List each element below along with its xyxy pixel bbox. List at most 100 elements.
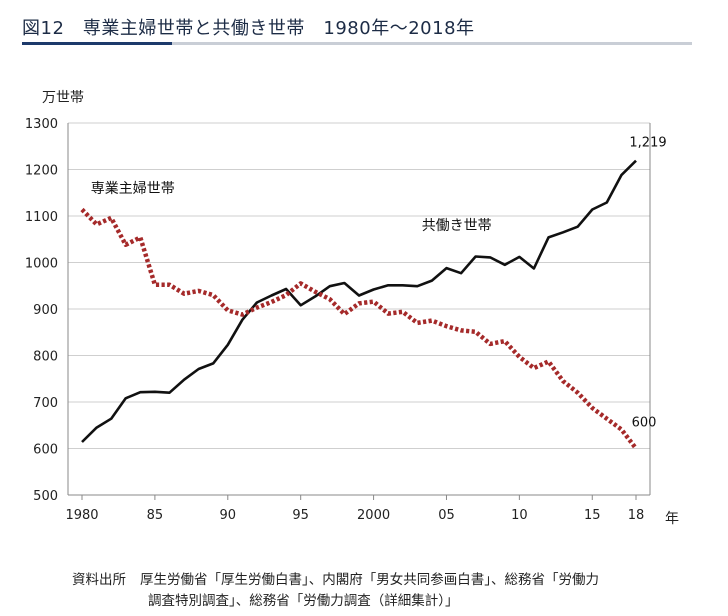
dual-income-point [474,255,476,257]
dual-income-point [402,284,404,286]
y-tick-label: 1100 [25,210,58,225]
housewife-point [358,302,360,304]
dual-income-point [110,418,112,420]
housewife-series-label: 専業主婦世帯 [91,180,175,197]
housewife-point [460,329,462,331]
dual-income-line [81,159,637,443]
y-tick-label: 1200 [25,164,58,179]
dual-income-point [212,362,214,364]
source-line-2: 調査特別調査」、総務省「労働力調査（詳細集計）」 [148,593,459,609]
housewife-point [547,360,549,362]
dual-income-point [183,378,185,380]
source-note: 資料出所 厚生労働省「厚生労働白書」、内閣府「男女共同参画白書」、総務省「労働力 … [72,570,712,612]
title-rule-accent [22,42,172,45]
figure-title: 図12 専業主婦世帯と共働き世帯 1980年～2018年 [22,18,475,39]
x-tick-label: 85 [147,508,164,523]
dual-income-point [314,295,316,297]
housewife-point [95,223,97,225]
dual-income-point [460,272,462,274]
dual-income-point [358,294,360,296]
dual-income-point [139,391,141,393]
housewife-point [212,294,214,296]
housewife-point [227,309,229,311]
housewife-point [256,306,258,308]
dual-income-end-value: 1,219 [629,136,666,151]
housewife-point [241,313,243,315]
x-tick-label: 1980 [65,508,98,523]
dual-income-point [197,368,199,370]
housewife-point [474,331,476,333]
housewife-point [431,319,433,321]
y-tick-label: 700 [33,396,58,411]
housewife-point [285,294,287,296]
housewife-point [168,284,170,286]
figure-header: 図12 専業主婦世帯と共働き世帯 1980年～2018年 [22,8,692,48]
dual-income-point [343,282,345,284]
y-tick-label: 1000 [25,257,58,272]
housewife-point [402,311,404,313]
dual-income-point [547,236,549,238]
dual-income-point [256,301,258,303]
x-tick-label: 2000 [357,508,390,523]
housewife-point [343,313,345,315]
y-tick-label: 500 [33,489,58,504]
y-tick-label: 600 [33,443,58,458]
housewife-point [620,428,622,430]
dual-income-point [372,288,374,290]
housewife-end-value: 600 [632,416,657,431]
dual-income-point [504,264,506,266]
housewife-point [416,322,418,324]
x-axis-label: 年 [665,511,679,527]
dual-income-point [387,284,389,286]
dual-income-point [168,392,170,394]
dual-income-point [95,426,97,428]
dual-income-series-label: 共働き世帯 [422,218,492,234]
dual-income-point [620,174,622,176]
housewife-point [635,447,637,449]
housewife-point [329,298,331,300]
housewife-point [110,217,112,219]
housewife-line [80,207,638,450]
dual-income-point [285,288,287,290]
dual-income-point [576,225,578,227]
housewife-point [372,300,374,302]
housewife-point [489,343,491,345]
source-label: 資料出所 [72,572,126,588]
housewife-point [591,407,593,409]
housewife-point [606,418,608,420]
dual-income-point [606,201,608,203]
dual-income-point [125,397,127,399]
housewife-point [299,282,301,284]
dual-income-point [431,279,433,281]
x-tick-label: 05 [438,508,455,523]
dual-income-point [489,256,491,258]
title-rule [22,42,692,45]
housewife-point [533,367,535,369]
housewife-point [81,208,83,210]
dual-income-point [591,208,593,210]
housewife-point [139,236,141,238]
housewife-point [576,392,578,394]
dual-income-point [154,391,156,393]
housewife-point [504,340,506,342]
dual-income-point [81,441,83,443]
housewife-point [518,356,520,358]
housewife-point [125,244,127,246]
housewife-point [183,292,185,294]
dual-income-point [329,285,331,287]
dual-income-point [416,285,418,287]
housewife-point [154,284,156,286]
housewife-point [270,301,272,303]
y-tick-label: 1300 [25,117,58,132]
housewife-point [314,291,316,293]
x-tick-label: 15 [584,508,601,523]
dual-income-point [299,304,301,306]
dual-income-point [635,159,637,161]
dual-income-point [241,318,243,320]
dual-income-point [227,344,229,346]
dual-income-point [445,267,447,269]
dual-income-point [562,231,564,233]
dual-income-point [533,267,535,269]
y-axis-label: 万世帯 [42,90,84,106]
housewife-point [562,380,564,382]
